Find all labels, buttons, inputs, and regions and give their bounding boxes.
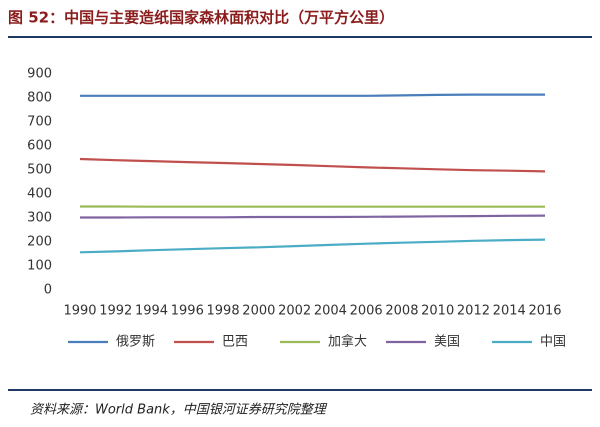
y-tick-label: 500 xyxy=(27,163,52,178)
x-tick-label: 2008 xyxy=(385,304,418,319)
x-tick-label: 2012 xyxy=(457,304,490,319)
x-tick-label: 2004 xyxy=(314,304,347,319)
legend-label: 俄罗斯 xyxy=(116,335,155,350)
y-tick-label: 900 xyxy=(27,67,52,82)
y-tick-label: 0 xyxy=(44,283,52,298)
legend-label: 美国 xyxy=(434,335,460,350)
x-tick-label: 1998 xyxy=(207,304,240,319)
y-tick-label: 400 xyxy=(27,187,52,202)
x-tick-label: 2006 xyxy=(350,304,383,319)
y-tick-label: 100 xyxy=(27,259,52,274)
x-tick-label: 2016 xyxy=(528,304,561,319)
series-line xyxy=(80,93,545,97)
x-tick-label: 2010 xyxy=(421,304,454,319)
x-tick-label: 1990 xyxy=(63,304,96,319)
x-tick-label: 2000 xyxy=(242,304,275,319)
y-tick-label: 800 xyxy=(27,91,52,106)
legend-label: 巴西 xyxy=(222,335,248,350)
x-tick-label: 1994 xyxy=(135,304,168,319)
y-tick-label: 700 xyxy=(27,115,52,130)
x-tick-label: 1996 xyxy=(171,304,204,319)
x-tick-label: 2014 xyxy=(493,304,526,319)
chart-title: 图 52：中国与主要造纸国家森林面积对比（万平方公里） xyxy=(8,9,394,27)
x-tick-label: 1992 xyxy=(99,304,132,319)
x-tick-label: 2002 xyxy=(278,304,311,319)
y-tick-label: 600 xyxy=(27,139,52,154)
series-line xyxy=(79,238,546,254)
legend-label: 加拿大 xyxy=(328,334,367,350)
y-tick-label: 300 xyxy=(27,211,52,226)
series-line xyxy=(79,157,546,173)
source: 资料来源：World Bank，中国银河证券研究院整理 xyxy=(30,402,328,418)
series-line xyxy=(80,214,546,219)
legend-label: 中国 xyxy=(540,335,566,350)
y-tick-label: 200 xyxy=(27,235,52,250)
